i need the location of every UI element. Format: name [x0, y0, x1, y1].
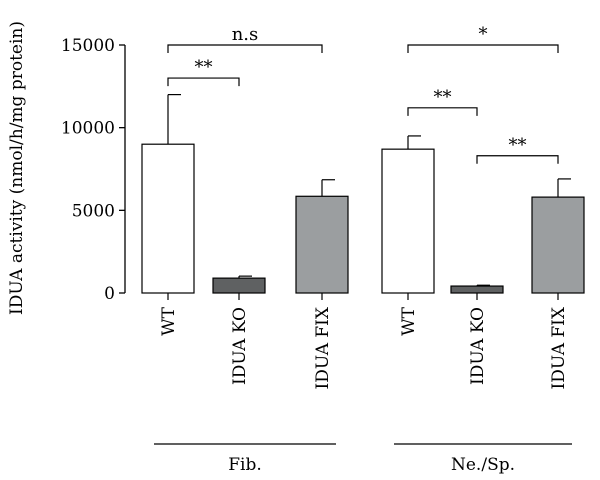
significance-bracket — [167, 44, 323, 53]
significance-bracket — [407, 44, 559, 53]
x-tick-label: IDUA FIX — [549, 306, 569, 389]
x-tick-label: IDUA KO — [230, 307, 250, 385]
significance-label: * — [479, 24, 488, 45]
bars — [141, 93, 585, 294]
x-tick-label: WT — [399, 306, 419, 335]
significance-bracket — [476, 155, 559, 164]
axis-labels: WT IDUA KO IDUA FIX WT IDUA KO IDUA FIX Fib. Ne… — [154, 293, 572, 475]
bar — [141, 143, 195, 294]
y-tick-label: 0 — [104, 284, 115, 304]
significance-label: ** — [509, 135, 527, 156]
x-tick-label: WT — [159, 306, 179, 335]
axes: 0 5000 10000 15000 — [61, 36, 126, 304]
y-tick-label: 10000 — [61, 119, 115, 139]
bar — [212, 277, 266, 294]
significance-label: ** — [434, 87, 452, 108]
bar — [450, 285, 504, 294]
y-tick-label: 5000 — [72, 201, 115, 221]
significance-label: n.s — [232, 24, 259, 45]
x-tick-label: IDUA KO — [468, 307, 488, 385]
significance-bracket — [167, 77, 240, 87]
y-tick-label: 15000 — [61, 36, 115, 56]
y-axis-label: IDUA activity (nmol/h/mg protein) — [7, 21, 27, 315]
x-tick-label: IDUA FIX — [313, 306, 333, 389]
group-label: Fib. — [228, 455, 262, 475]
bar — [531, 196, 585, 294]
significance-brackets: **n.s***** — [167, 24, 559, 164]
bar — [295, 195, 349, 294]
group-label: Ne./Sp. — [451, 455, 515, 475]
significance-label: ** — [195, 57, 213, 78]
bar — [381, 148, 435, 294]
significance-bracket — [407, 107, 478, 116]
